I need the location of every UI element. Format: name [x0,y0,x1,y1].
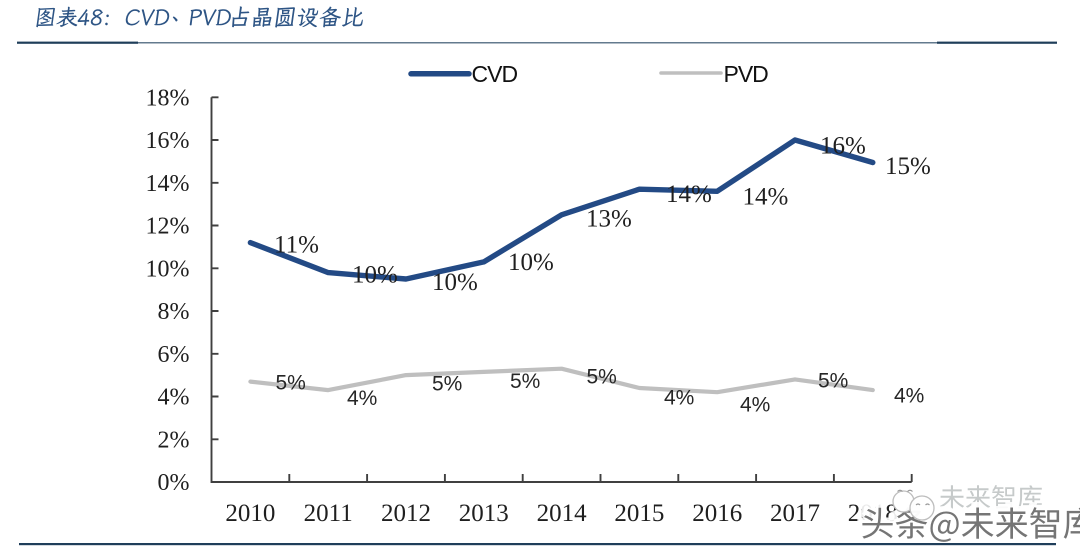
svg-text:5%: 5% [587,366,617,389]
svg-text:12%: 12% [146,214,190,240]
svg-text:8%: 8% [158,299,190,325]
svg-text:2017: 2017 [770,500,820,527]
svg-text:5%: 5% [276,372,306,395]
svg-text:4%: 4% [158,385,190,411]
svg-text:10%: 10% [352,262,398,289]
svg-text:16%: 16% [820,133,866,160]
svg-text:15%: 15% [885,153,931,180]
svg-text:CVD: CVD [472,61,518,87]
svg-text:10%: 10% [146,257,190,283]
svg-text:0%: 0% [158,470,190,496]
svg-text:2012: 2012 [381,500,431,527]
svg-text:4%: 4% [740,394,770,417]
svg-text:18%: 18% [146,86,190,112]
svg-text:14%: 14% [146,171,190,197]
svg-text:16%: 16% [146,128,190,154]
svg-text:4%: 4% [894,385,924,408]
svg-text:2%: 2% [158,428,190,454]
svg-text:14%: 14% [666,181,712,208]
svg-text:4%: 4% [347,387,377,410]
svg-text:2011: 2011 [304,500,353,527]
svg-text:14%: 14% [743,184,789,211]
svg-text:10%: 10% [508,249,554,276]
svg-text:10%: 10% [432,269,478,296]
svg-text:5%: 5% [432,373,462,396]
svg-text:2015: 2015 [614,500,664,527]
svg-text:2014: 2014 [537,500,588,527]
svg-text:13%: 13% [586,206,632,233]
svg-text:PVD: PVD [724,61,769,87]
svg-text:4%: 4% [664,387,694,410]
svg-text:6%: 6% [158,342,190,368]
svg-text:11%: 11% [274,232,319,259]
svg-text:5%: 5% [818,370,848,393]
svg-text:5%: 5% [510,370,540,393]
svg-text:2010: 2010 [225,500,275,527]
svg-text:2016: 2016 [692,500,742,527]
svg-text:2013: 2013 [459,500,509,527]
